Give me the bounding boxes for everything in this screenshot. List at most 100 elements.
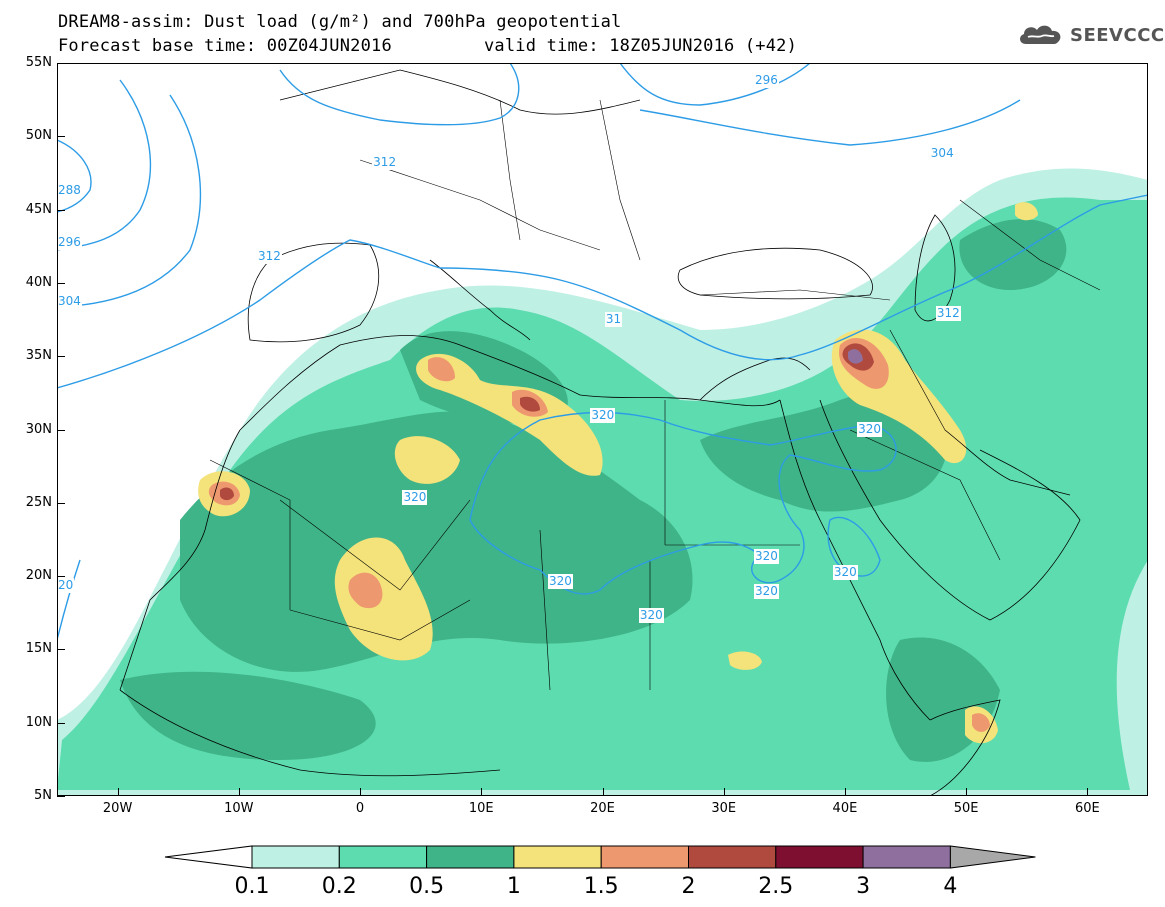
country-borders: [209, 99, 1101, 691]
dust-hotspot-mali: [334, 537, 433, 661]
lat-label: 35N: [25, 348, 52, 364]
contour-label: 320: [590, 408, 616, 424]
contour-label: 320: [402, 490, 428, 506]
coast-black-sea: [677, 247, 873, 300]
contour-288: [57, 139, 92, 213]
contour-304-north: [639, 99, 1021, 146]
time-line: Forecast base time: 00Z04JUN2016 valid ti…: [58, 36, 797, 56]
lat-label: 50N: [25, 128, 52, 144]
coast-europe-north: [279, 69, 641, 115]
lat-tick: [57, 649, 65, 651]
plot-frame: [57, 63, 1148, 796]
contour-label: 320: [547, 573, 573, 589]
contour-label: 320: [857, 421, 882, 437]
lat-label: 55N: [25, 55, 52, 70]
dust-hotspot-tunisia: [416, 353, 603, 476]
border-turkey: [699, 289, 891, 301]
lat-tick: [57, 576, 65, 578]
contour-312-north: [279, 63, 520, 126]
lon-tick: [723, 788, 725, 796]
lon-label: 20E: [590, 801, 615, 816]
border-europe-3: [599, 99, 641, 261]
lon-tick: [966, 788, 968, 796]
contour-312-west: [57, 194, 1148, 389]
border-europe-2: [499, 99, 521, 241]
dust-band-high-sahel: [120, 671, 376, 760]
lat-tick: [57, 356, 65, 358]
coast-arabia: [819, 399, 1081, 621]
contour-label: 312: [372, 154, 398, 170]
coast-gulf: [944, 429, 1071, 496]
border-saudi: [849, 429, 1001, 561]
contour-label: 296: [57, 235, 82, 251]
contour-label: 20: [57, 578, 75, 594]
contour-296-west: [57, 79, 152, 251]
coast-italy: [429, 259, 531, 341]
lon-label: 10W: [224, 801, 254, 816]
map-title: DREAM8-assim: Dust load (g/m²) and 700hP…: [58, 12, 622, 32]
contour-label: 320: [832, 565, 858, 581]
lat-tick: [57, 796, 65, 797]
lat-label: 30N: [25, 421, 52, 437]
contour-296-north: [619, 63, 811, 106]
lat-label: 20N: [25, 568, 52, 584]
contour-320-arabia: [827, 516, 881, 577]
dust-band-high-east: [700, 390, 948, 512]
lat-label: 40N: [25, 274, 52, 290]
lon-tick: [844, 788, 846, 796]
contour-label: 320: [638, 607, 664, 623]
logo-text: SEEVCCC: [1070, 24, 1165, 46]
contour-label: 320: [754, 584, 779, 600]
contour-320-loop: [469, 411, 897, 595]
border-niger-chad: [539, 529, 551, 691]
lon-label: 50E: [953, 801, 979, 816]
contour-label: 31: [604, 311, 623, 327]
lon-label: 30E: [711, 801, 737, 816]
contour-label: 320: [754, 549, 779, 565]
lat-tick: [57, 429, 65, 431]
lat-tick: [57, 282, 65, 284]
lat-tick: [57, 722, 65, 724]
border-kazakh: [959, 199, 1101, 291]
contour-label: 312: [257, 248, 282, 264]
coast-horn: [929, 699, 1001, 796]
seevccc-logo: SEEVCCC: [1016, 22, 1165, 48]
lat-tick: [57, 209, 65, 211]
border-europe-1: [359, 159, 601, 251]
lon-label: 0: [355, 801, 365, 816]
dust-band-high-sahara: [180, 411, 693, 672]
lat-label: 25N: [25, 494, 52, 510]
dust-peak-tunisia: [428, 357, 455, 382]
contour-304-west: [57, 94, 202, 308]
valid-time: valid time: 18Z05JUN2016 (+42): [484, 36, 798, 56]
border-mauritania: [209, 459, 291, 610]
lon-tick: [117, 788, 119, 796]
lon-tick: [602, 788, 604, 796]
lon-label: 10E: [468, 801, 494, 816]
cloud-icon: [1020, 25, 1061, 44]
border-mali-burkina: [289, 599, 471, 641]
dust-core-libya: [520, 396, 540, 412]
coast-caspian: [914, 214, 956, 322]
geopotential-contours: [57, 63, 1148, 641]
dust-peak-somalia: [972, 713, 990, 732]
dust-core-morocco: [220, 487, 234, 501]
lon-tick: [360, 788, 362, 796]
lat-tick: [57, 502, 65, 504]
lat-label: 10N: [25, 714, 52, 730]
contour-label: 312: [935, 305, 961, 321]
lon-label: 60E: [1074, 801, 1100, 816]
contour-320-west: [57, 559, 81, 641]
lat-label: 45N: [25, 201, 52, 217]
lon-tick: [238, 788, 240, 796]
lat-label: 15N: [25, 641, 52, 657]
coast-guinea: [119, 689, 501, 777]
contour-label: 296: [754, 72, 779, 88]
dust-hotspot-kazakh: [1015, 202, 1038, 221]
dust-field: [57, 168, 1148, 796]
lon-tick: [481, 788, 483, 796]
border-algeria-mali: [279, 499, 471, 591]
coast-west-africa: [119, 429, 241, 691]
dust-hotspot-chad: [728, 651, 762, 670]
